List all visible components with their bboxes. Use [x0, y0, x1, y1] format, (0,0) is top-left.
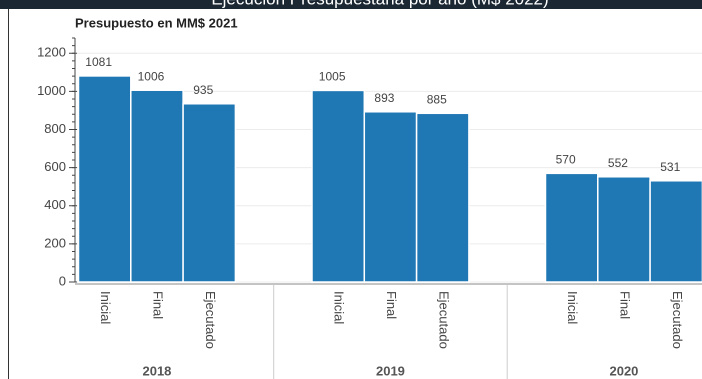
- bar: [597, 176, 651, 283]
- bar: [415, 112, 470, 283]
- value-label: 885: [427, 92, 447, 106]
- value-label: 935: [193, 83, 213, 97]
- x-tick-label: Final: [618, 291, 633, 319]
- value-label: 1081: [85, 55, 112, 69]
- y-tick-label: 1200: [37, 45, 66, 60]
- x-tick-label: Ejecutado: [436, 291, 451, 349]
- bar: [182, 103, 237, 283]
- value-label: 570: [556, 153, 576, 167]
- x-tick-label: Final: [384, 291, 399, 319]
- bar: [311, 89, 366, 283]
- bar: [544, 172, 599, 283]
- bar: [363, 111, 418, 283]
- x-group-label: 2020: [609, 363, 638, 378]
- x-group-label: 2019: [376, 363, 405, 378]
- value-label: 552: [608, 156, 628, 170]
- x-tick-label: Inicial: [98, 291, 113, 324]
- x-tick-label: Ejecutado: [203, 291, 218, 349]
- y-tick-label: 200: [44, 235, 66, 250]
- bar: [130, 89, 184, 283]
- x-tick-label: Final: [151, 291, 166, 319]
- y-tick-label: 800: [44, 121, 66, 136]
- bar: [77, 75, 132, 283]
- banner: [0, 0, 702, 9]
- y-tick-label: 400: [44, 197, 66, 212]
- value-label: 1005: [319, 70, 346, 84]
- y-tick-label: 0: [59, 273, 66, 288]
- x-tick-label: Inicial: [332, 291, 347, 324]
- chart-title: Presupuesto en MM$ 2021: [75, 15, 238, 30]
- x-group-label: 2018: [142, 363, 171, 378]
- value-label: 531: [660, 160, 680, 174]
- value-label: 1006: [138, 69, 165, 83]
- y-tick-label: 1000: [37, 83, 66, 98]
- x-tick-label: Inicial: [565, 291, 580, 324]
- page-title: Ejecución Presupuestaria por año (M$ 202…: [211, 0, 548, 8]
- bar: [649, 180, 702, 283]
- value-label: 893: [374, 91, 394, 105]
- y-tick-label: 600: [44, 159, 66, 174]
- x-tick-label: Ejecutado: [670, 291, 685, 349]
